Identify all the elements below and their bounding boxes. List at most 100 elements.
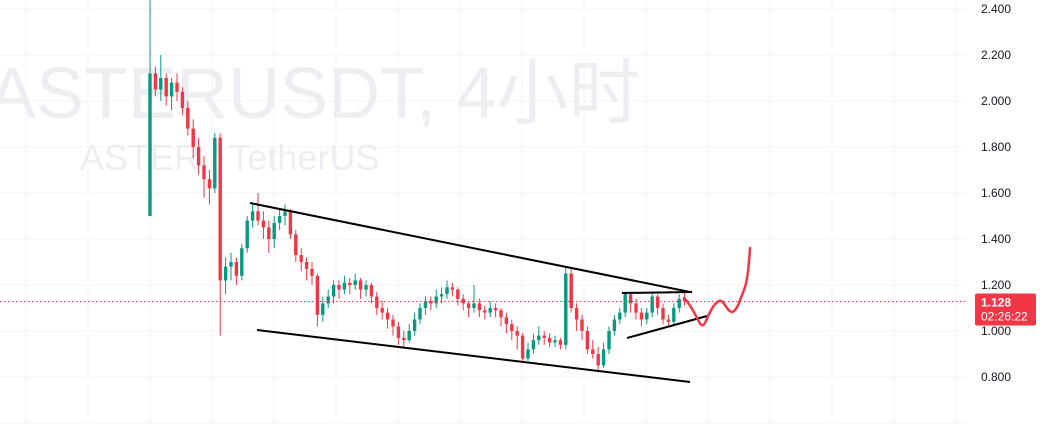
candle-body — [515, 331, 519, 336]
candle-body — [520, 335, 525, 359]
candle-body — [223, 266, 228, 281]
candle-body — [369, 285, 374, 297]
candle — [628, 291, 633, 313]
candle-body — [456, 289, 460, 299]
candle — [601, 342, 606, 368]
candle — [558, 337, 563, 350]
candle — [207, 170, 212, 205]
candle — [483, 305, 487, 320]
candle-body — [229, 262, 233, 267]
candle-body — [294, 234, 298, 256]
candle — [180, 87, 185, 115]
candle-body — [321, 303, 325, 315]
candle-body — [159, 78, 163, 90]
projected-path[interactable] — [682, 246, 752, 327]
candle-body — [580, 319, 584, 331]
candle — [580, 314, 584, 341]
candle — [456, 287, 460, 306]
candle-body — [585, 331, 590, 350]
candle — [666, 314, 671, 327]
candle-body — [169, 82, 174, 97]
drawings[interactable] — [249, 202, 752, 383]
candle — [618, 308, 622, 325]
candle-body — [418, 308, 422, 320]
candle — [488, 301, 492, 318]
candle-body — [364, 285, 368, 290]
candle-body — [596, 354, 600, 366]
candle — [261, 211, 266, 239]
candle-body — [574, 308, 579, 320]
candle — [331, 280, 336, 304]
candle-body — [277, 216, 282, 223]
watermark-symbol: ASTERUSDT, 4小时 — [0, 54, 640, 134]
candle-body — [202, 165, 206, 180]
candle-body — [488, 308, 492, 313]
candle — [240, 243, 244, 281]
last-price-label: 1.128 02:26:22 — [975, 293, 1036, 326]
candle — [623, 291, 627, 318]
candle-body — [504, 317, 509, 325]
triangle-bottom-line[interactable] — [626, 315, 708, 339]
bar-countdown: 02:26:22 — [981, 310, 1028, 324]
candle — [542, 331, 546, 345]
candle-body — [537, 335, 541, 341]
price-axis[interactable]: 2.400 2.200 2.000 1.800 1.600 1.400 1.200 1.000… — [981, 2, 1011, 384]
candle — [510, 319, 514, 341]
candle — [353, 273, 357, 290]
last-price-value: 1.128 — [981, 296, 1011, 310]
candle — [304, 257, 309, 281]
triangle-top-line[interactable] — [621, 291, 693, 294]
candle — [315, 273, 320, 327]
candle — [288, 209, 293, 239]
lower-channel-line[interactable] — [256, 329, 691, 383]
candle — [175, 73, 179, 101]
candle-body — [380, 308, 384, 313]
candle — [364, 280, 368, 297]
candle-body — [304, 262, 309, 269]
candle-body — [331, 285, 336, 297]
candle-body — [439, 294, 444, 297]
candle — [477, 298, 482, 318]
candle-body — [607, 331, 611, 350]
candle-body — [645, 312, 649, 320]
candle — [169, 78, 174, 111]
candle — [256, 193, 260, 226]
candle — [407, 324, 411, 343]
candle — [607, 326, 611, 354]
candle — [445, 280, 449, 299]
candle-body — [672, 308, 676, 322]
candle — [639, 308, 644, 327]
price-tick-label: 1.800 — [981, 140, 1011, 154]
candle — [191, 119, 195, 159]
candle-body — [569, 273, 573, 308]
candle — [493, 303, 498, 318]
candle-body — [499, 310, 503, 318]
candle-body — [196, 147, 201, 166]
candle — [531, 333, 536, 354]
candle-body — [445, 287, 449, 295]
candle — [569, 268, 573, 313]
candle-body — [461, 298, 465, 304]
price-tick-label: 1.400 — [981, 232, 1011, 246]
candle-body — [634, 303, 638, 313]
candle-body — [655, 296, 660, 308]
candle-body — [477, 303, 482, 311]
price-tick-label: 1.000 — [981, 324, 1011, 338]
candle-body — [510, 324, 514, 331]
upper-channel-line[interactable] — [249, 202, 691, 293]
candle — [672, 303, 676, 325]
candle — [526, 342, 530, 361]
candle — [466, 301, 471, 318]
candle — [423, 296, 428, 315]
candle-body — [337, 285, 341, 290]
candle-body — [283, 211, 287, 216]
candle — [450, 282, 455, 297]
candle-body — [472, 303, 476, 308]
candle — [369, 282, 374, 304]
candle — [591, 340, 595, 359]
candle-body — [612, 319, 617, 331]
candle-body — [601, 349, 606, 366]
candle-body — [234, 262, 239, 276]
candle — [164, 73, 168, 106]
